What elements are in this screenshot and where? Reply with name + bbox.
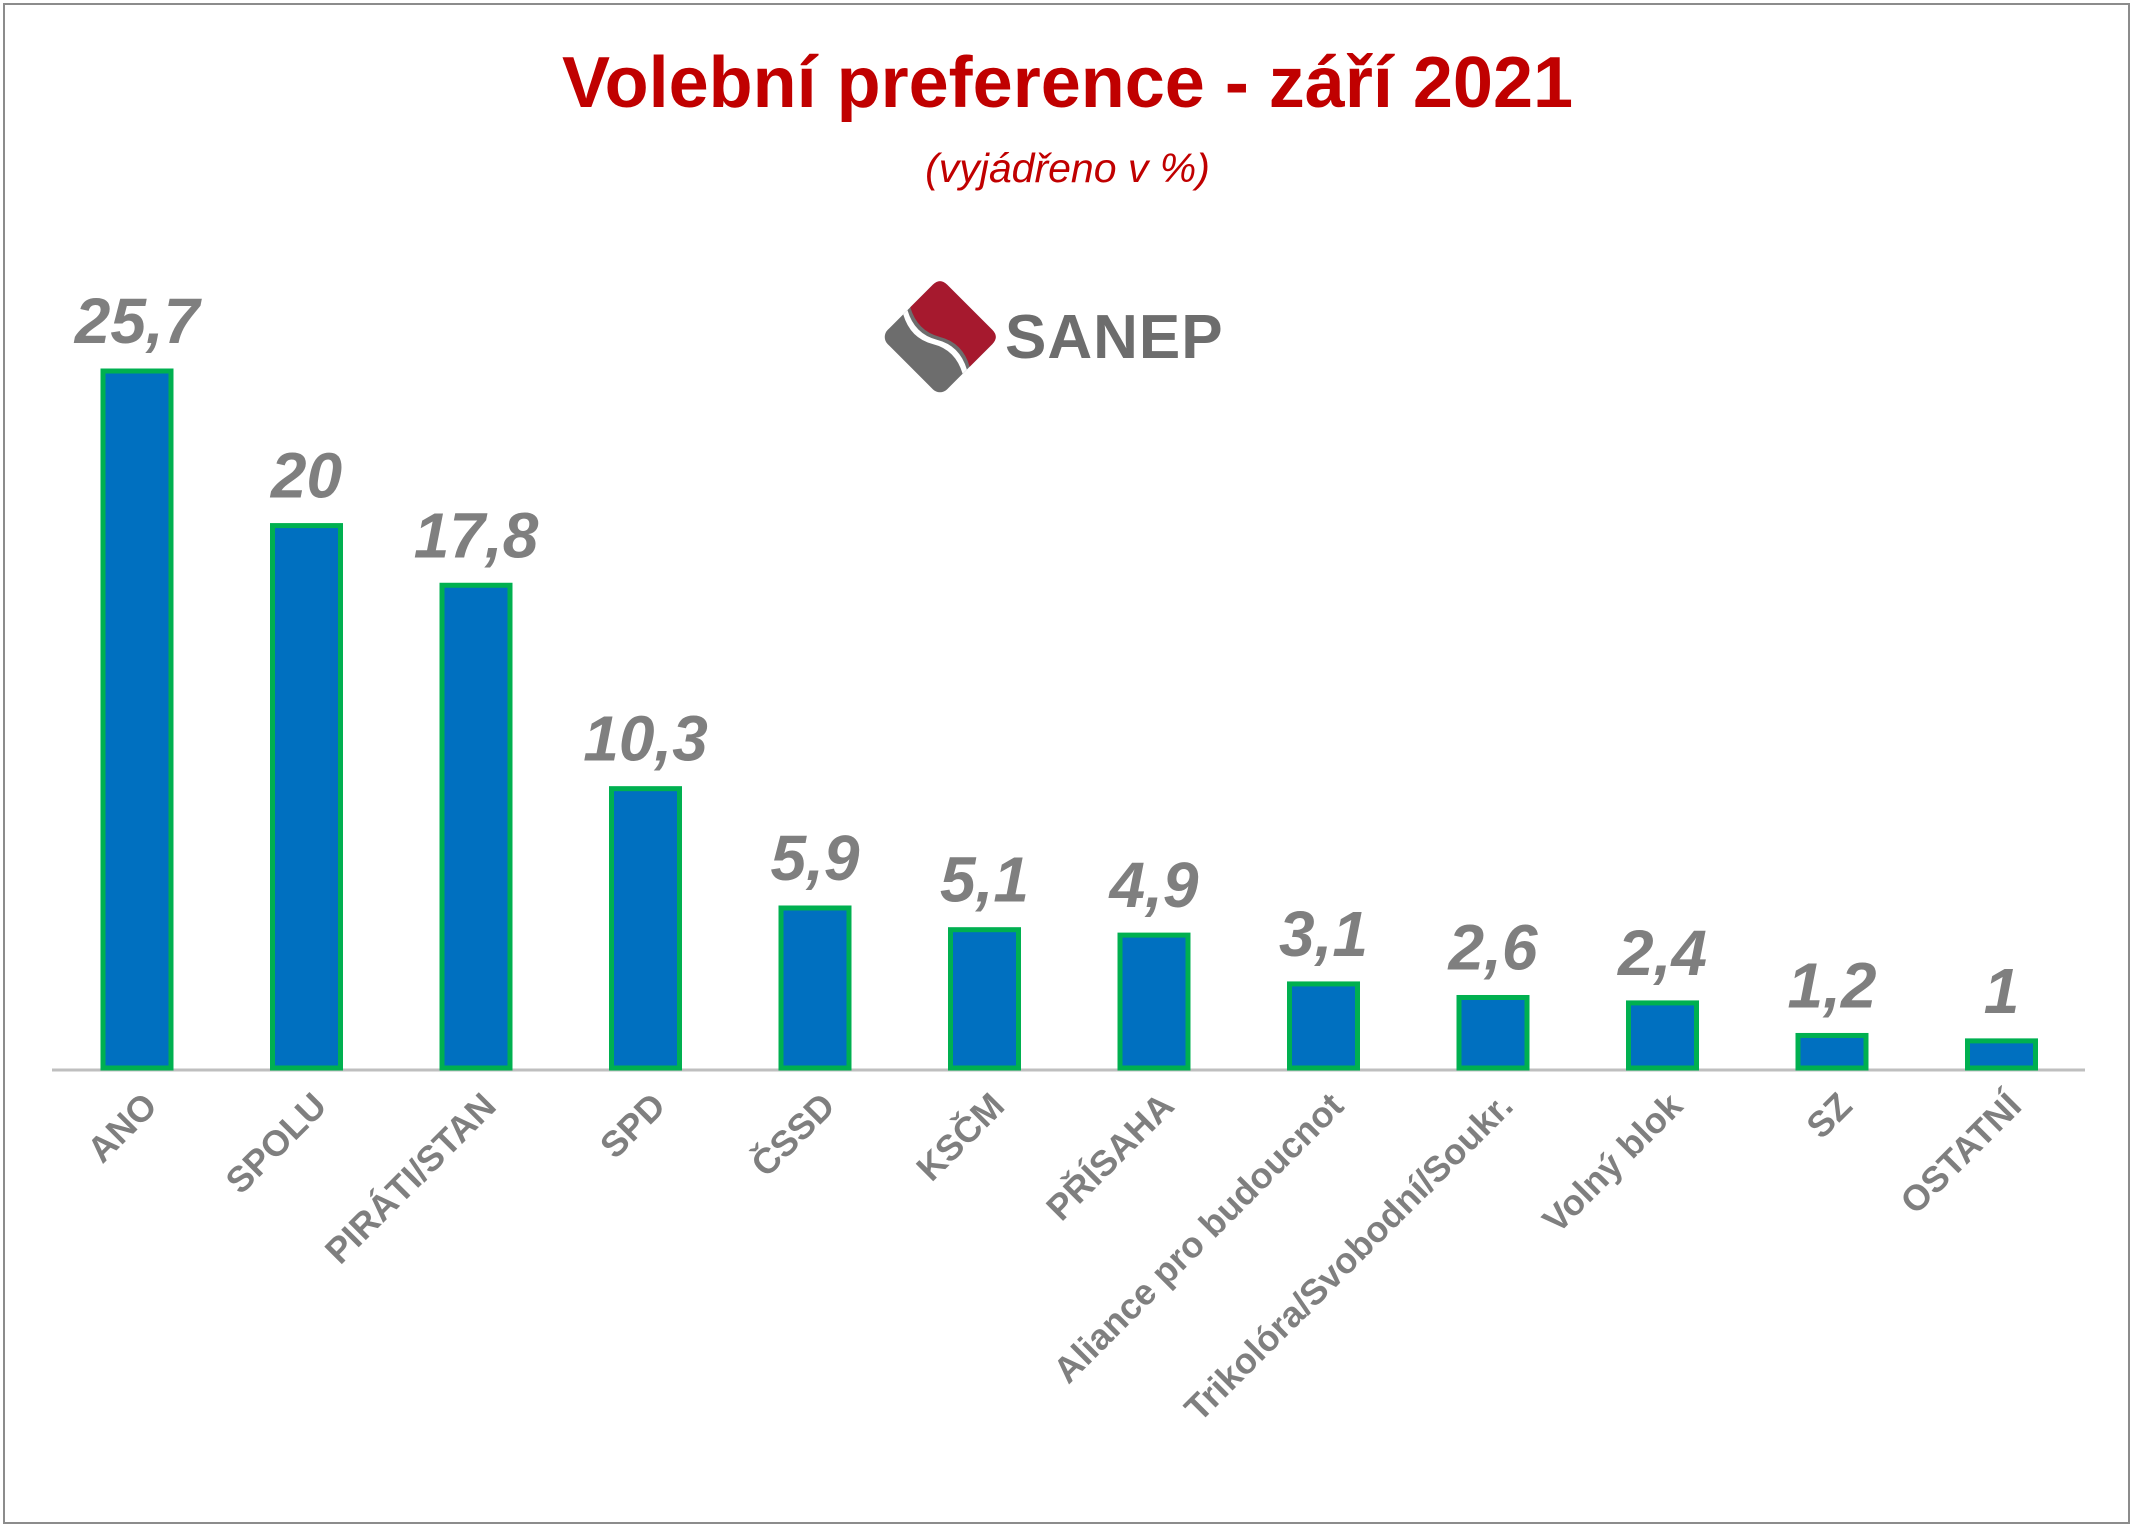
value-label-5: 5,1 bbox=[940, 844, 1029, 916]
category-label-5: KSČM bbox=[908, 1084, 1013, 1189]
bar-4 bbox=[778, 905, 852, 1071]
bar-7 bbox=[1287, 981, 1360, 1071]
bar-0 bbox=[100, 368, 174, 1071]
category-label-3: SPD bbox=[592, 1085, 673, 1166]
sanep-logo-text: SANEP bbox=[1005, 303, 1224, 372]
category-label-2: PIRÁTI/STAN bbox=[317, 1085, 504, 1272]
value-label-8: 2,6 bbox=[1448, 911, 1538, 983]
value-label-11: 1 bbox=[1984, 955, 2020, 1027]
chart-frame bbox=[3, 3, 2130, 1524]
bar-10 bbox=[1795, 1032, 1869, 1071]
chart-subtitle: (vyjádřeno v %) bbox=[925, 145, 1210, 191]
bar-5 bbox=[948, 927, 1021, 1071]
category-label-0: ANO bbox=[79, 1085, 165, 1171]
category-label-10: SZ bbox=[1798, 1085, 1860, 1147]
chart-title: Volební preference - září 2021 bbox=[561, 43, 1574, 123]
value-label-7: 3,1 bbox=[1279, 898, 1368, 970]
bar-3 bbox=[609, 786, 682, 1071]
category-label-9: Volný blok bbox=[1534, 1084, 1691, 1241]
category-label-6: PŘÍSAHA bbox=[1037, 1084, 1181, 1228]
category-label-11: OSTATNÍ bbox=[1892, 1084, 2030, 1222]
value-label-3: 10,3 bbox=[583, 703, 708, 775]
bar-1 bbox=[270, 523, 343, 1071]
bar-2 bbox=[439, 582, 513, 1071]
sanep-logo-icon bbox=[884, 281, 996, 393]
value-label-4: 5,9 bbox=[771, 822, 860, 894]
category-label-7: Aliance pro budoucnot bbox=[1045, 1085, 1351, 1391]
category-label-1: SPOLU bbox=[217, 1085, 334, 1202]
category-label-8: Trikolóra/Svobodní/Soukr. bbox=[1176, 1085, 1520, 1429]
category-label-4: ČSSD bbox=[742, 1084, 842, 1184]
bar-8 bbox=[1456, 994, 1530, 1071]
bars-group bbox=[100, 368, 2038, 1071]
bar-11 bbox=[1965, 1038, 2038, 1071]
bar-9 bbox=[1626, 1000, 1699, 1071]
value-label-0: 25,7 bbox=[74, 285, 203, 357]
value-label-2: 17,8 bbox=[414, 499, 539, 571]
value-label-1: 20 bbox=[270, 440, 342, 512]
bar-6 bbox=[1117, 932, 1191, 1071]
value-labels-group: 25,7 20 17,8 10,3 5,9 5,1 4,9 3,1 2,6 2,4 1,2 1 bbox=[74, 285, 2020, 1027]
value-label-9: 2,4 bbox=[1617, 917, 1707, 989]
sanep-logo: SANEP bbox=[880, 272, 1240, 402]
value-label-10: 1,2 bbox=[1788, 949, 1877, 1021]
value-label-6: 4,9 bbox=[1108, 849, 1199, 921]
